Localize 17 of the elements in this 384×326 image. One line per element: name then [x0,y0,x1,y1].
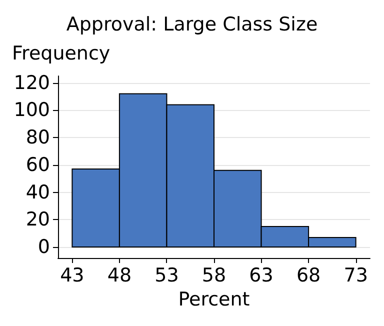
y-tick-label: 40 [26,181,50,204]
x-tick-label: 43 [60,264,84,286]
y-tick-label: 100 [14,99,50,122]
y-tick-label: 20 [26,208,50,231]
x-tick-label: 48 [107,264,132,286]
x-tick-label: 68 [296,264,321,286]
y-tick-label: 60 [26,154,50,176]
y-tick-label: 0 [38,236,50,258]
x-axis-title: Percent [178,288,250,310]
x-tick-label: 63 [249,264,274,286]
x-tick-label: 53 [154,264,179,286]
chart-title: Approval: Large Class Size [66,14,318,36]
x-tick-label: 58 [202,264,226,286]
x-tick-label: 73 [344,264,368,286]
y-axis-title: Frequency [12,42,110,64]
y-tick-label: 80 [26,126,50,149]
y-tick-label: 120 [14,72,50,94]
